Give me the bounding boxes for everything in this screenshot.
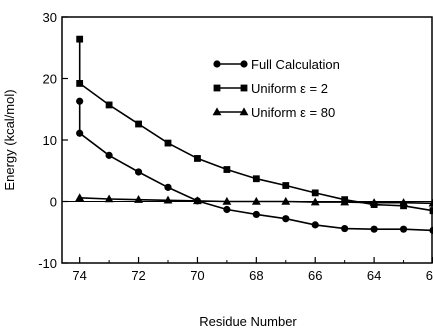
y-tick-label: 0 xyxy=(50,195,57,210)
data-point xyxy=(370,225,378,233)
data-point xyxy=(429,226,433,235)
x-tick-label: 62 xyxy=(426,268,433,283)
legend-marker xyxy=(213,84,221,92)
x-tick-label: 70 xyxy=(190,268,204,283)
data-point xyxy=(251,196,261,205)
y-tick-label: -10 xyxy=(38,256,57,271)
legend-label: Uniform ε = 2 xyxy=(251,81,328,96)
data-point xyxy=(222,196,232,205)
series-circle xyxy=(76,97,433,235)
data-point xyxy=(223,205,231,214)
data-point xyxy=(75,193,85,202)
legend: Full Calculation Uniform ε = 2 Uniform ε =… xyxy=(212,57,340,120)
data-point xyxy=(281,196,291,205)
y-axis-label: Energy (kcal/mol) xyxy=(2,89,17,190)
data-point xyxy=(76,80,84,87)
data-point xyxy=(340,197,350,206)
series-triangle xyxy=(75,193,433,207)
x-tick-label: 66 xyxy=(308,268,322,283)
legend-entry: Uniform ε = 80 xyxy=(212,105,335,120)
data-point xyxy=(399,198,408,206)
data-point xyxy=(310,197,320,206)
series-layer xyxy=(75,35,433,235)
plot-frame xyxy=(61,16,433,264)
data-point xyxy=(311,189,319,197)
legend-entry: Full Calculation xyxy=(213,57,340,72)
data-point xyxy=(341,224,349,233)
legend-label: Full Calculation xyxy=(251,57,340,72)
y-tick-label: 30 xyxy=(43,10,57,25)
data-point xyxy=(252,210,260,219)
y-tick-label: 10 xyxy=(43,133,57,148)
data-point xyxy=(163,195,173,204)
data-point xyxy=(135,120,142,128)
legend-marker xyxy=(240,84,248,92)
data-point xyxy=(164,183,172,191)
data-point xyxy=(428,198,433,207)
x-tick-label: 72 xyxy=(131,268,145,283)
data-point xyxy=(76,35,84,43)
x-tick-label: 64 xyxy=(367,268,381,283)
legend-label: Uniform ε = 80 xyxy=(251,105,335,120)
data-point xyxy=(104,194,114,203)
x-tick-label: 68 xyxy=(249,268,263,283)
data-point xyxy=(134,168,143,176)
x-tick-label: 74 xyxy=(72,268,86,283)
data-point xyxy=(105,101,113,109)
data-point xyxy=(282,182,290,189)
series-line xyxy=(78,39,433,212)
legend-marker xyxy=(240,60,248,68)
data-point xyxy=(429,207,433,215)
data-point xyxy=(369,198,379,206)
axes-layer: -10 0 10 20 30 74 72 70 68 66 64 62 xyxy=(38,10,433,283)
y-tick-label: 20 xyxy=(43,72,57,87)
data-point xyxy=(223,166,231,173)
data-point xyxy=(282,215,290,223)
series-line xyxy=(78,101,433,232)
data-point xyxy=(252,175,260,183)
data-point xyxy=(193,196,202,205)
data-point xyxy=(105,151,113,159)
data-point xyxy=(311,221,319,229)
data-point xyxy=(399,225,408,233)
data-point xyxy=(194,155,201,162)
data-point xyxy=(76,97,84,105)
legend-marker xyxy=(212,107,222,116)
data-point xyxy=(164,139,172,147)
legend-marker xyxy=(213,60,221,68)
data-point xyxy=(134,195,143,203)
legend-marker xyxy=(239,107,249,116)
legend-entry: Uniform ε = 2 xyxy=(213,81,328,96)
x-axis-label: Residue Number xyxy=(199,314,297,329)
data-point xyxy=(76,129,84,137)
